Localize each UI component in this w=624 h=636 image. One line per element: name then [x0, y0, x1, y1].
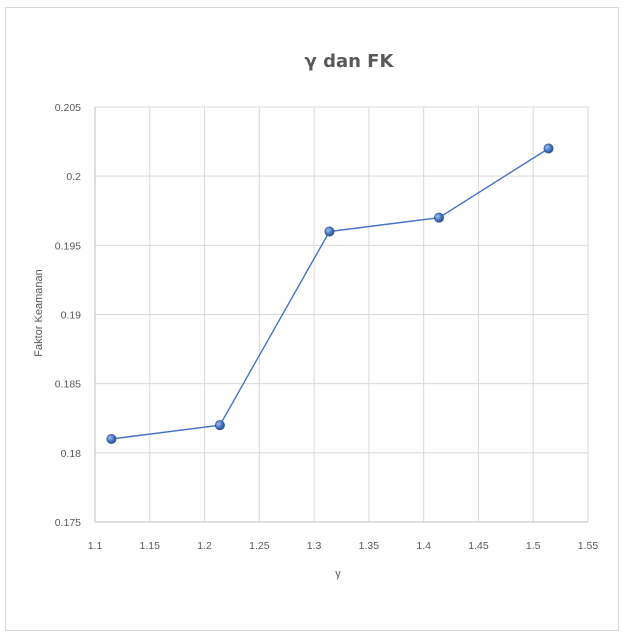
grid [95, 106, 589, 522]
y-tick-label: 0.2 [66, 171, 81, 183]
x-tick-label: 1.25 [249, 540, 270, 552]
series [106, 143, 554, 444]
x-tick-label: 1.15 [140, 540, 161, 552]
chart-title: γ dan FK [305, 51, 395, 72]
y-axis-title: Faktor Keamanan [33, 269, 45, 356]
x-tick-label: 1.5 [526, 540, 541, 552]
x-tick-label: 1.55 [578, 540, 599, 552]
data-point [543, 143, 554, 154]
y-tick-label: 0.18 [61, 448, 82, 460]
chart-area [5, 7, 619, 631]
data-point [106, 433, 117, 444]
x-tick-label: 1.3 [307, 540, 322, 552]
x-tick-label: 1.4 [416, 540, 431, 552]
y-tick-label: 0.185 [55, 379, 81, 391]
y-tick-label: 0.19 [61, 310, 82, 322]
data-point [434, 212, 445, 223]
y-tick-label: 0.195 [55, 240, 81, 252]
tick-labels: 1.1 1.15 1.2 1.25 1.3 1.35 1.4 1.45 1.5 1.55 0.175… [55, 102, 599, 552]
axes [94, 107, 588, 523]
y-tick-label: 0.175 [55, 517, 81, 529]
y-tick-label: 0.205 [55, 102, 81, 114]
x-tick-label: 1.2 [197, 540, 212, 552]
data-point [214, 420, 225, 431]
x-axis-title: γ [335, 568, 341, 580]
x-tick-label: 1.45 [468, 540, 489, 552]
series-line [111, 147, 549, 440]
data-point [324, 226, 335, 237]
x-tick-label: 1.35 [359, 540, 380, 552]
x-tick-label: 1.1 [88, 540, 103, 552]
